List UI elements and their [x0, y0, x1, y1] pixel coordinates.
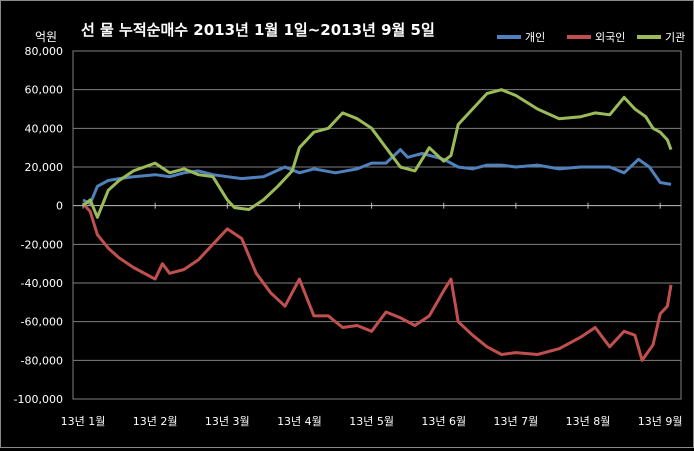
x-tick-label: 13년 4월 [277, 415, 322, 428]
x-tick-label: 13년 3월 [205, 415, 250, 428]
legend: 개인 외국인 기관 [497, 31, 685, 44]
series-line-개인 [82, 148, 672, 206]
x-axis-ticks: 13년 1월 13년 2월 13년 3월 13년 4월 13년 5월 13년 6월 13년 … [61, 202, 683, 428]
y-tick-label: -60,000 [21, 316, 63, 329]
series-line-기관 [82, 88, 673, 219]
series-line-외국인 [81, 202, 673, 362]
legend-label: 외국인 [595, 31, 625, 44]
x-tick-label: 13년 6월 [421, 415, 466, 428]
gridlines [72, 50, 682, 400]
y-tick-label: -80,000 [21, 354, 63, 367]
series-lines [81, 88, 673, 362]
x-tick-label: 13년 5월 [349, 415, 394, 428]
x-tick-label: 13년 8월 [566, 415, 611, 428]
x-tick-label: 13년 9월 [638, 415, 683, 428]
y-tick-label: 20,000 [25, 161, 64, 174]
plot-area-border [72, 50, 682, 400]
y-tick-label: 0 [56, 200, 63, 213]
y-axis-ticks: 80,000 60,000 40,000 20,000 0 -20,000 -40,000 -… [14, 45, 63, 406]
y-tick-label: 40,000 [25, 122, 64, 135]
legend-label: 개인 [525, 31, 545, 44]
y-tick-label: 60,000 [25, 84, 64, 97]
y-axis-unit-label: 억원 [35, 30, 57, 44]
chart-title: 선 물 누적순매수 2013년 1월 1일~2013년 9월 5일 [81, 21, 435, 39]
y-tick-label: -40,000 [21, 277, 63, 290]
x-tick-label: 13년 1월 [61, 415, 106, 428]
y-tick-label: -100,000 [14, 393, 63, 406]
x-tick-label: 13년 7월 [494, 415, 539, 428]
legend-label: 기관 [665, 31, 685, 44]
y-tick-label: 80,000 [25, 45, 64, 58]
y-tick-label: -20,000 [21, 238, 63, 251]
x-tick-label: 13년 2월 [133, 415, 178, 428]
